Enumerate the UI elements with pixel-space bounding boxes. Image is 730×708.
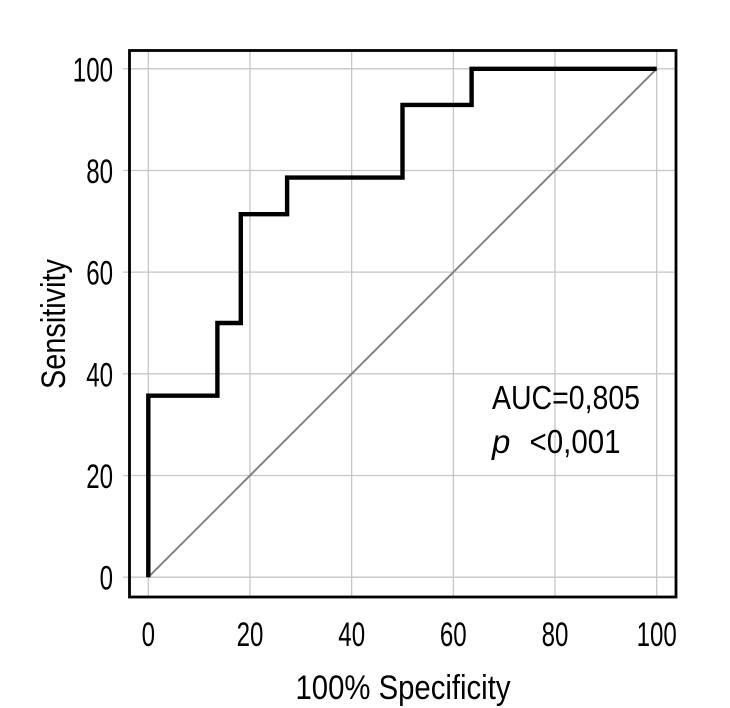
- x-tick-label: 20: [237, 616, 264, 654]
- reference-diagonal: [147, 68, 658, 578]
- auc-value-label: AUC=0,805: [492, 379, 640, 416]
- p-threshold: <0,001: [530, 423, 621, 460]
- gridlines: [123, 50, 676, 597]
- p-symbol: p: [491, 423, 510, 460]
- y-tick-label: 0: [100, 560, 113, 598]
- annotation: AUC=0,805 p <0,001: [491, 379, 640, 460]
- y-axis-title: Sensitivity: [35, 259, 73, 389]
- y-tick-label: 20: [86, 458, 113, 496]
- y-tick-label: 60: [86, 255, 113, 293]
- y-tick-label: 80: [86, 153, 113, 191]
- y-tick-label: 100: [73, 51, 113, 89]
- plot-frame: [128, 49, 678, 599]
- x-tick-label: 40: [338, 616, 365, 654]
- x-tick-label: 0: [142, 616, 155, 654]
- series: [146, 66, 658, 578]
- x-tick-labels: 0 20 40 60 80 100: [142, 616, 677, 654]
- roc-curve: [146, 66, 657, 578]
- y-tick-labels: 0 20 40 60 80 100: [73, 51, 113, 597]
- x-tick-label: 80: [542, 616, 569, 654]
- p-value-label: p <0,001: [491, 423, 621, 460]
- x-tick-label: 100: [637, 616, 677, 654]
- y-tick-label: 40: [86, 356, 113, 394]
- x-axis-title: 100% Specificity: [296, 669, 511, 707]
- x-tick-label: 60: [440, 616, 467, 654]
